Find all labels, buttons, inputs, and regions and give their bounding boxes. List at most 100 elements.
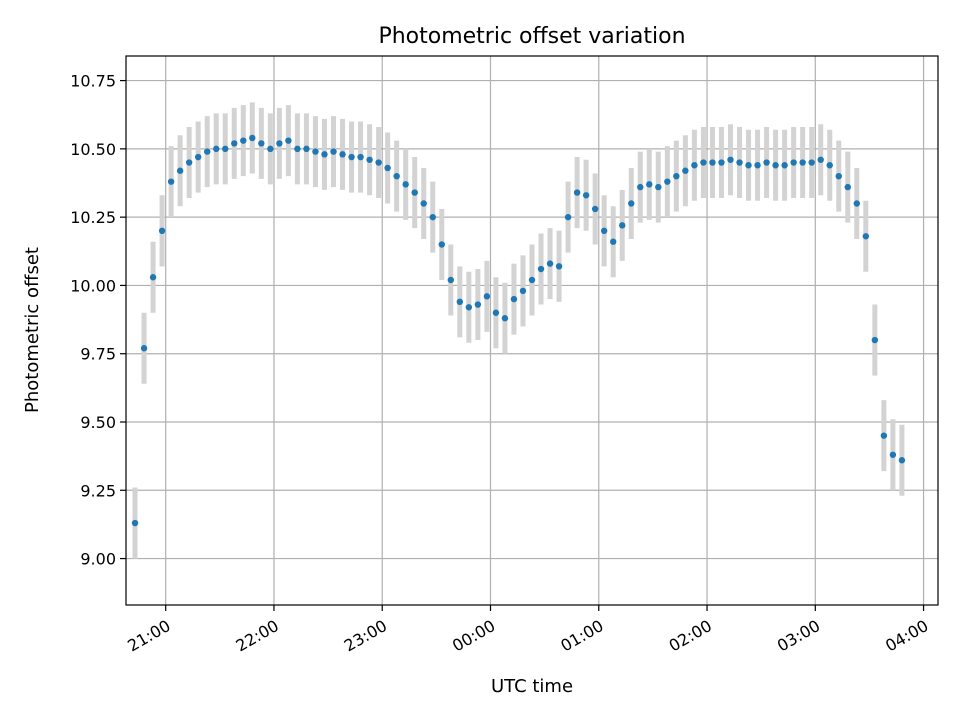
data-point <box>258 140 265 147</box>
data-point <box>294 145 301 153</box>
data-point <box>429 213 436 221</box>
x-axis-ticks: 21:00 22:00 23:00 00:00 01:00 02:00 03:00 04:00 <box>124 605 932 656</box>
data-point <box>655 183 662 191</box>
data-point <box>339 151 346 158</box>
data-point <box>790 159 797 166</box>
x-tick-label: 23:00 <box>341 616 390 656</box>
data-point <box>149 274 157 281</box>
data-point <box>492 309 500 316</box>
data-point <box>194 153 202 161</box>
data-point <box>204 148 211 155</box>
data-point <box>727 156 734 163</box>
data-point <box>646 181 653 188</box>
data-point <box>537 265 545 273</box>
data-point <box>664 178 671 185</box>
data-point <box>889 451 897 458</box>
data-point <box>826 162 833 169</box>
data-point <box>438 241 445 248</box>
data-point <box>185 159 193 166</box>
y-tick-label: 10.50 <box>70 140 116 159</box>
data-point <box>140 345 148 352</box>
data-point <box>510 295 518 303</box>
y-tick-label: 9.25 <box>80 481 116 500</box>
data-point <box>637 183 644 191</box>
data-point <box>682 167 689 174</box>
y-tick-label: 10.25 <box>70 208 116 227</box>
x-tick-label: 04:00 <box>882 616 931 656</box>
plot-area-frame <box>125 55 939 606</box>
data-point <box>853 200 860 207</box>
x-tick-label: 21:00 <box>124 616 173 656</box>
data-point <box>303 145 310 153</box>
data-point <box>619 222 626 229</box>
data-point <box>745 162 752 169</box>
data-point <box>456 298 464 306</box>
data-point <box>600 227 608 235</box>
y-tick-label: 10.75 <box>70 72 116 91</box>
data-point <box>754 162 761 169</box>
data-point <box>501 315 509 322</box>
x-tick-label: 00:00 <box>449 616 498 656</box>
data-point <box>483 293 491 300</box>
y-tick-label: 10.00 <box>70 276 116 295</box>
data-point <box>158 227 166 235</box>
data-point <box>763 159 770 166</box>
y-axis-ticks: 9.00 9.25 9.50 9.75 10.00 10.25 10.50 10.75 <box>70 72 126 569</box>
data-point <box>898 457 906 464</box>
data-point <box>402 181 409 188</box>
data-point <box>628 200 635 207</box>
data-point <box>131 519 139 527</box>
y-tick-label: 9.50 <box>80 413 116 432</box>
data-point <box>393 172 400 180</box>
data-point <box>321 151 328 158</box>
data-point <box>384 164 391 172</box>
data-point <box>862 233 870 240</box>
data-point <box>691 162 698 169</box>
data-point <box>213 145 220 153</box>
data-point <box>528 276 536 284</box>
data-point <box>285 137 292 144</box>
data-point <box>799 159 806 166</box>
y-tick-label: 9.00 <box>80 550 116 569</box>
data-point <box>555 263 563 270</box>
data-point <box>420 200 427 207</box>
data-point <box>610 238 617 245</box>
data-point <box>276 140 283 147</box>
chart-title: Photometric offset variation <box>378 24 685 49</box>
data-point <box>817 156 824 163</box>
data-point <box>519 287 527 295</box>
data-point <box>267 145 274 153</box>
x-axis-label: UTC time <box>491 676 573 697</box>
data-point <box>808 159 815 166</box>
data-point <box>167 178 175 185</box>
data-point <box>231 140 238 147</box>
data-point <box>582 192 590 199</box>
data-point <box>591 205 599 213</box>
data-point <box>781 162 788 169</box>
data-point <box>465 304 473 311</box>
data-point <box>176 167 184 174</box>
data-point <box>835 172 842 180</box>
data-point <box>736 159 743 166</box>
gridlines <box>126 56 938 605</box>
data-point <box>222 145 229 153</box>
data-point <box>447 276 454 284</box>
data-point <box>673 172 680 180</box>
data-point <box>249 134 256 142</box>
data-point <box>375 159 382 166</box>
data-point <box>474 301 482 308</box>
data-point <box>330 148 337 155</box>
data-point <box>772 162 779 169</box>
data-point <box>844 183 851 191</box>
x-tick-label: 02:00 <box>666 616 715 656</box>
data-points <box>131 134 906 527</box>
x-tick-label: 03:00 <box>774 616 823 656</box>
data-point <box>348 153 355 161</box>
data-point <box>871 336 879 344</box>
data-point <box>573 189 581 196</box>
data-point <box>709 159 716 166</box>
data-point <box>718 159 725 166</box>
data-point <box>411 189 418 196</box>
data-point <box>240 137 247 144</box>
y-tick-label: 9.75 <box>80 345 116 364</box>
